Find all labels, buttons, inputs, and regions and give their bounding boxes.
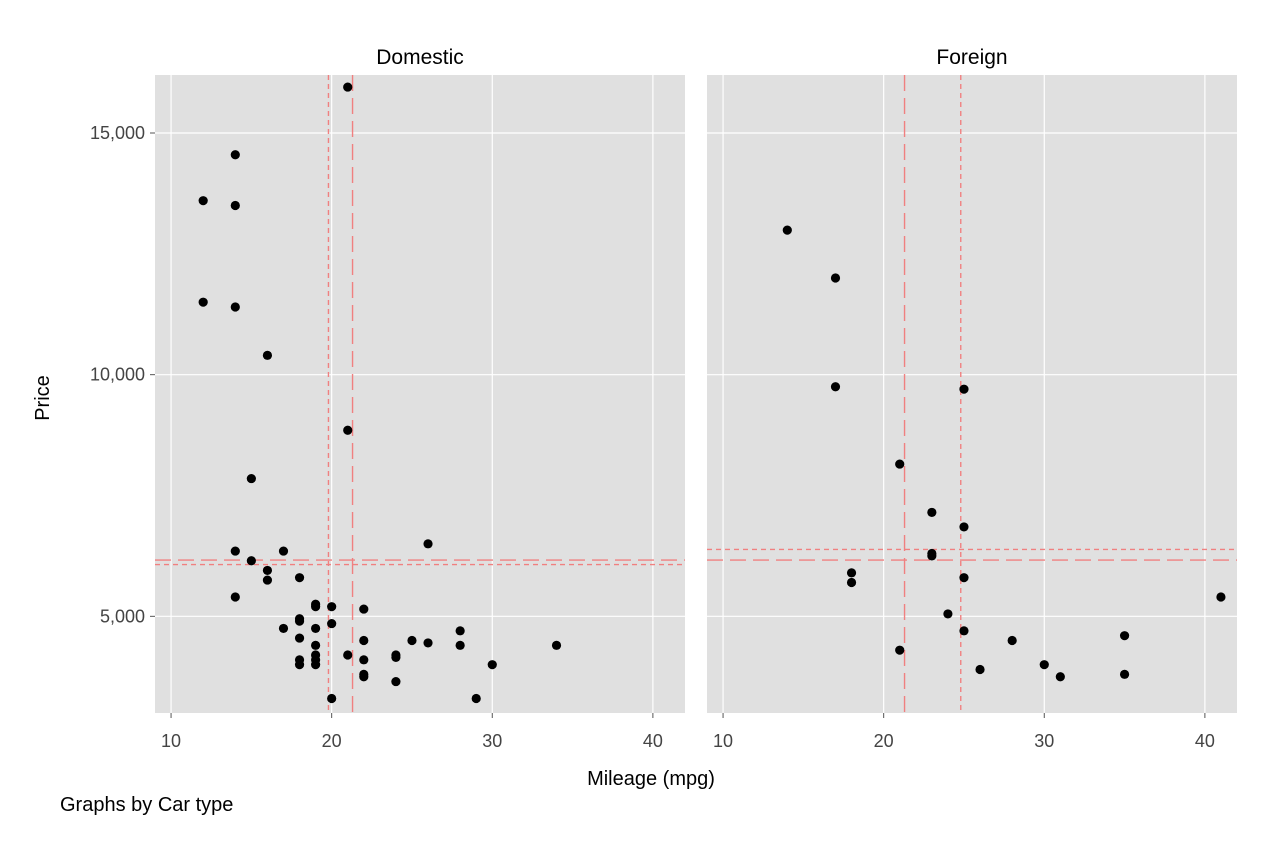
x-tick-label: 40: [1195, 731, 1215, 751]
panel-background: [707, 75, 1237, 713]
panels-group: Domestic 10 20 30 40 5,000 10,000 15,000 Foreign…: [90, 46, 1237, 751]
data-point: [455, 626, 465, 636]
data-point: [230, 200, 240, 211]
data-point: [327, 602, 337, 612]
data-point: [423, 638, 433, 648]
y-tick-label: 5,000: [100, 606, 145, 626]
data-point: [294, 633, 305, 643]
data-point: [959, 626, 969, 636]
data-point: [230, 546, 240, 556]
data-point: [359, 604, 369, 614]
x-axis-label: Mileage (mpg): [587, 768, 715, 790]
data-point: [294, 660, 305, 670]
data-point: [311, 660, 321, 670]
data-point: [391, 652, 401, 663]
data-point: [294, 616, 305, 626]
data-point: [895, 459, 905, 469]
data-point: [959, 522, 969, 532]
data-point: [1039, 660, 1049, 670]
data-point: [423, 539, 433, 549]
data-point: [830, 382, 841, 392]
graphs-by-note: Graphs by Car type: [60, 794, 234, 816]
data-point: [927, 551, 937, 561]
data-point: [959, 573, 969, 583]
data-point: [230, 592, 240, 602]
data-point: [294, 573, 305, 583]
data-point: [311, 640, 321, 650]
data-point: [262, 575, 273, 585]
data-point: [262, 565, 273, 576]
data-point: [327, 618, 337, 629]
data-point: [359, 635, 369, 646]
data-point: [1119, 631, 1130, 641]
data-point: [246, 556, 256, 566]
panel-title: Foreign: [936, 46, 1007, 69]
data-point: [551, 640, 562, 650]
data-point: [959, 384, 969, 394]
data-point: [311, 623, 321, 634]
data-point: [846, 568, 857, 578]
data-point: [471, 693, 481, 704]
data-point: [343, 82, 353, 92]
panel-background: [155, 75, 685, 713]
data-point: [327, 693, 337, 704]
data-point: [359, 655, 369, 665]
x-tick-label: 10: [713, 731, 733, 751]
data-point: [943, 609, 953, 619]
data-point: [830, 273, 841, 283]
x-tick-label: 10: [161, 731, 181, 751]
data-point: [927, 507, 937, 518]
data-point: [782, 225, 792, 235]
y-tick-label: 15,000: [90, 123, 145, 143]
x-tick-label: 30: [482, 731, 502, 751]
data-point: [407, 635, 417, 646]
y-tick-label: 10,000: [90, 365, 145, 385]
data-point: [230, 150, 240, 160]
panel-domestic: Domestic 10 20 30 40 5,000 10,000 15,000: [90, 46, 685, 751]
x-tick-label: 30: [1034, 731, 1054, 751]
data-point: [391, 676, 401, 687]
y-axis-label: Price: [32, 375, 54, 421]
x-tick-label: 20: [322, 731, 342, 751]
data-point: [343, 650, 353, 660]
data-point: [1119, 669, 1130, 679]
x-tick-label: 40: [643, 731, 663, 751]
data-point: [846, 577, 857, 588]
data-point: [278, 546, 289, 556]
panel-foreign: Foreign 10 20 30 40: [707, 46, 1237, 751]
data-point: [455, 640, 465, 650]
data-point: [1216, 592, 1226, 602]
data-point: [198, 297, 208, 307]
data-point: [262, 350, 273, 360]
data-point: [975, 664, 985, 675]
x-tick-label: 20: [874, 731, 894, 751]
data-point: [359, 672, 369, 682]
data-point: [311, 602, 321, 612]
data-point: [230, 302, 240, 312]
data-point: [1055, 672, 1065, 682]
data-point: [278, 623, 289, 634]
data-point: [343, 425, 353, 435]
data-point: [895, 645, 905, 655]
data-point: [487, 660, 497, 670]
panel-title: Domestic: [376, 46, 464, 69]
data-point: [198, 196, 208, 206]
data-point: [1007, 635, 1017, 646]
data-point: [246, 473, 256, 484]
